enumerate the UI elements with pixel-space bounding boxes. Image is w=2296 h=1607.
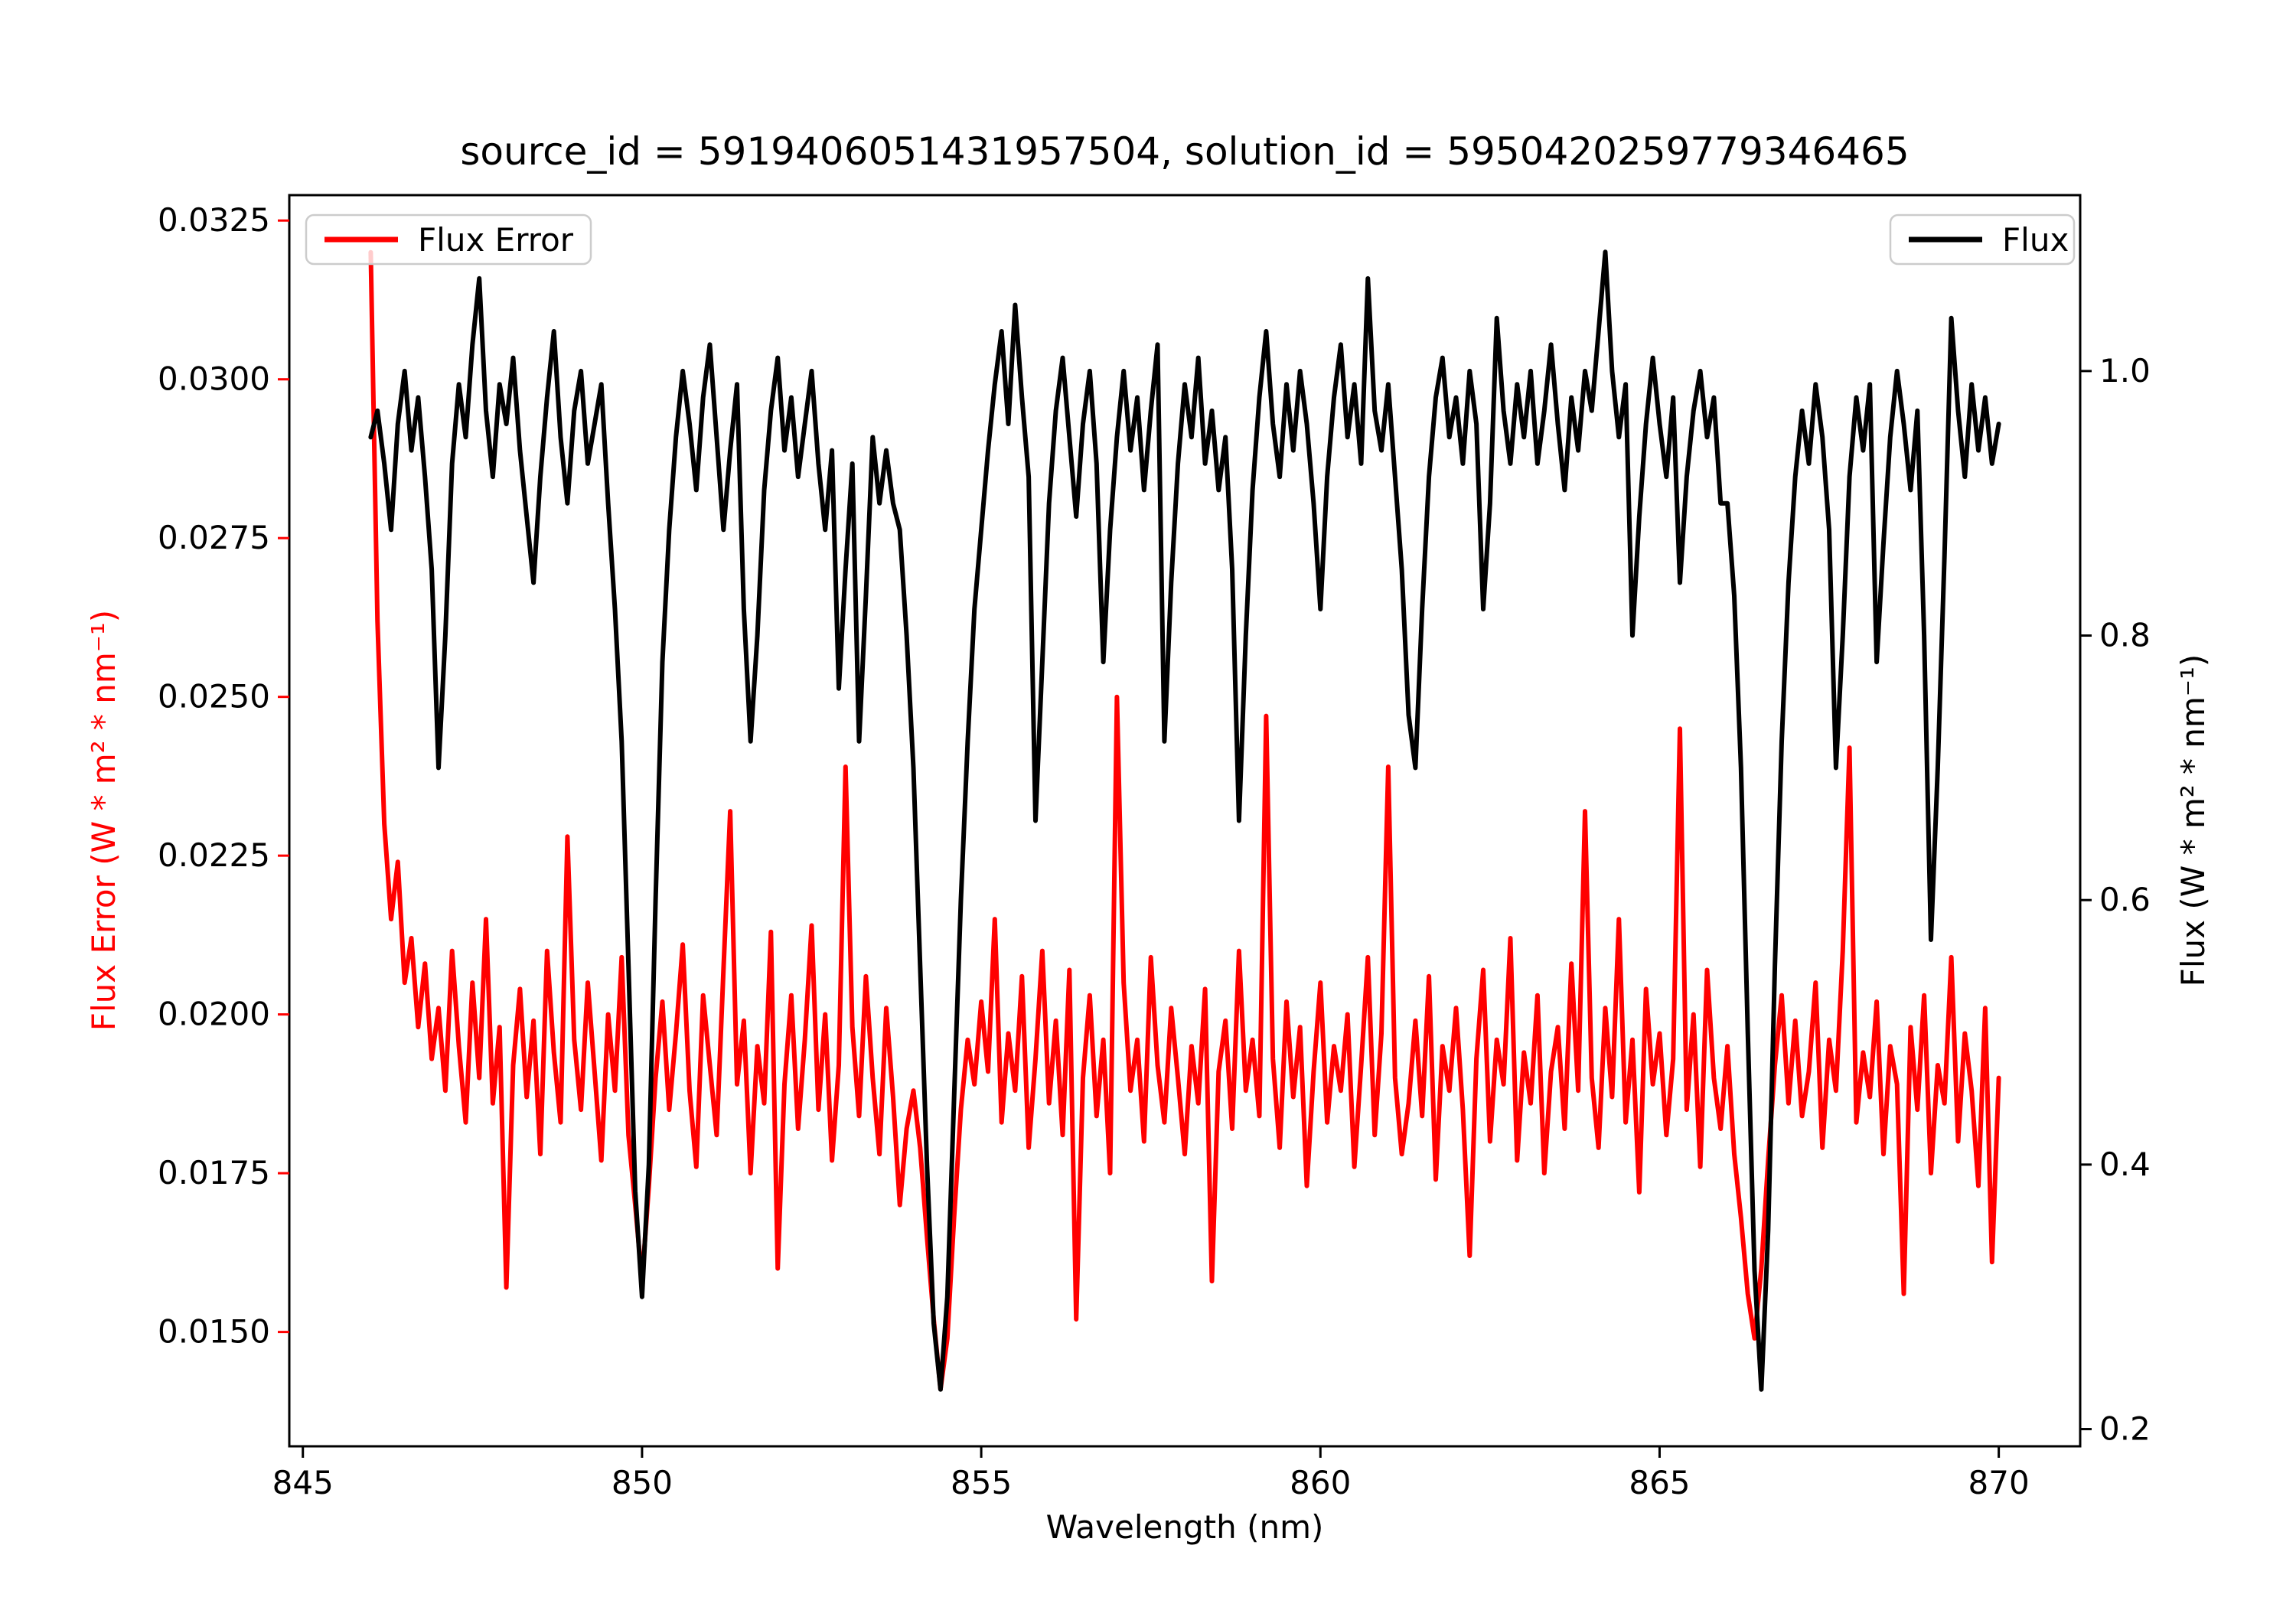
y-left-tick-label: 0.0275 [158, 519, 270, 556]
y-left-tick-label: 0.0325 [158, 201, 270, 239]
flux-series-line [368, 249, 2001, 1392]
y-left-tick-label: 0.0200 [158, 996, 270, 1033]
chart-title: source_id = 5919406051431957504, solutio… [460, 129, 1909, 174]
x-axis-label: Wavelength (nm) [1046, 1508, 1324, 1546]
x-tick-label: 865 [1629, 1464, 1690, 1501]
legend-flux-label: Flux [2002, 221, 2069, 259]
legend-flux-error: Flux Error [305, 214, 592, 266]
x-tick-label: 850 [612, 1464, 673, 1501]
y-right-tick-label: 0.4 [2099, 1146, 2151, 1183]
legend-flux: Flux [1889, 214, 2076, 266]
legend-flux-error-frame [305, 214, 592, 266]
y-axis-label-left: Flux Error (W * m² * nm⁻¹) [85, 610, 122, 1031]
y-left-tick-label: 0.0175 [158, 1154, 270, 1191]
y-left-tick-label: 0.0150 [158, 1313, 270, 1351]
y-right-tick-label: 0.8 [2099, 617, 2151, 654]
y-left-tick-label: 0.0225 [158, 836, 270, 874]
y-right-tick-label: 1.0 [2099, 352, 2151, 390]
x-tick-label: 870 [1968, 1464, 2030, 1501]
y-right-tick-label: 0.6 [2099, 881, 2151, 918]
x-tick-label: 855 [951, 1464, 1012, 1501]
series-group [368, 249, 2001, 1392]
y-left-tick-label: 0.0300 [158, 360, 270, 398]
y-axis-label-right: Flux (W * m² * nm⁻¹) [2174, 654, 2212, 987]
ticks-group: 845 850 855 860 865 870 0.0150 0.0175 0.0200 0.02… [158, 201, 2151, 1501]
axes-border [288, 194, 2082, 1448]
y-left-tick-label: 0.0250 [158, 678, 270, 715]
y-right-tick-label: 0.2 [2099, 1410, 2151, 1448]
x-tick-label: 860 [1290, 1464, 1351, 1501]
legend-flux-error-label: Flux Error [418, 221, 574, 259]
x-tick-label: 845 [272, 1464, 334, 1501]
